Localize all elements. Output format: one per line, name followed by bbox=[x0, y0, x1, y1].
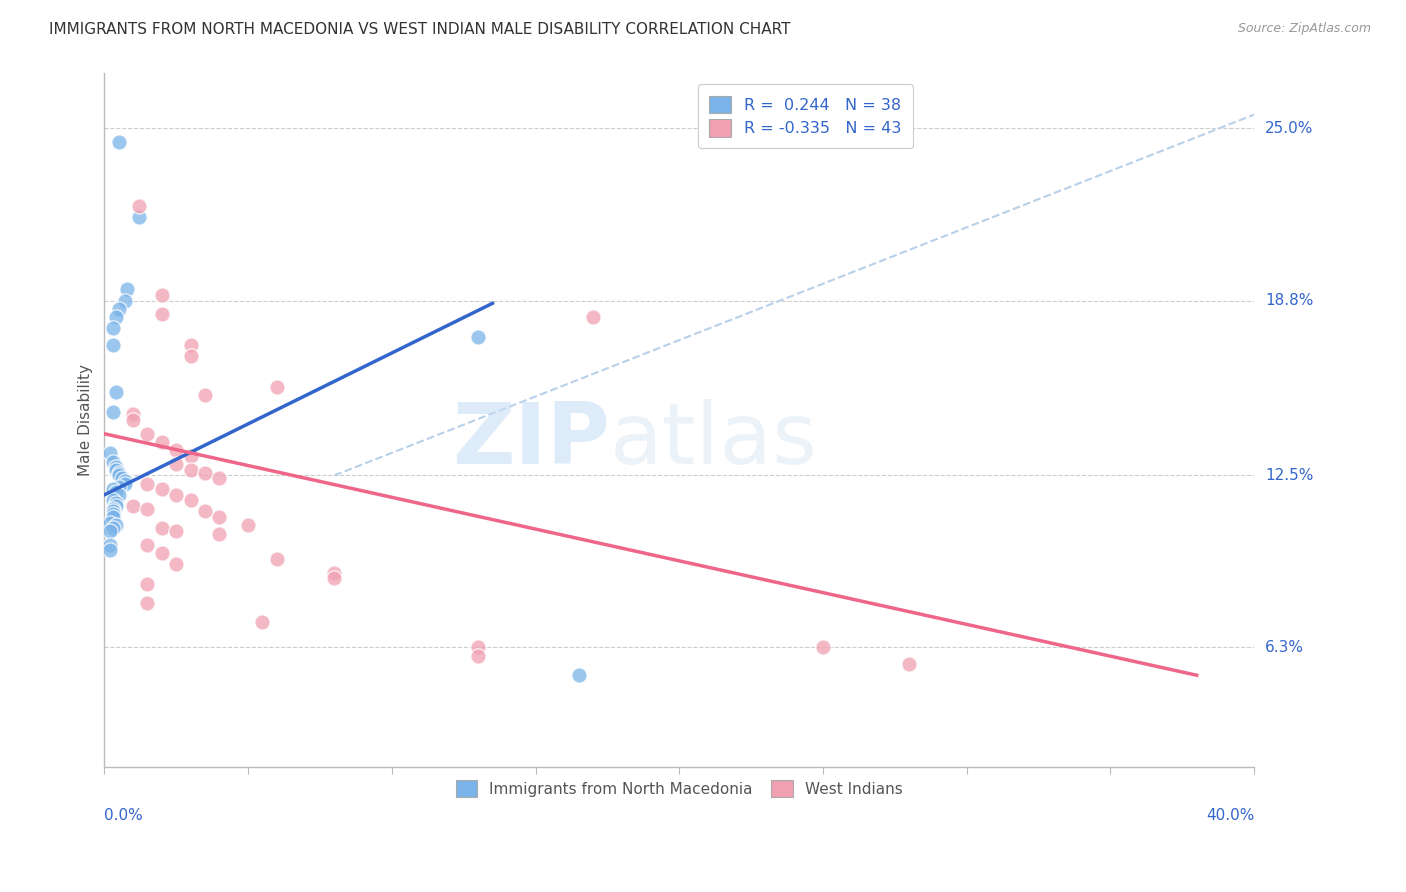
Text: ZIP: ZIP bbox=[453, 400, 610, 483]
Point bbox=[107, 466, 129, 480]
Text: 0.0%: 0.0% bbox=[104, 808, 143, 823]
Point bbox=[122, 413, 145, 427]
Point bbox=[104, 460, 127, 475]
Legend: Immigrants from North Macedonia, West Indians: Immigrants from North Macedonia, West In… bbox=[446, 770, 914, 808]
Point bbox=[122, 408, 145, 422]
Point bbox=[165, 458, 187, 472]
Point bbox=[128, 199, 150, 213]
Point bbox=[101, 338, 124, 352]
Point bbox=[101, 508, 124, 522]
Text: 6.3%: 6.3% bbox=[1265, 640, 1305, 655]
Point bbox=[107, 468, 129, 483]
Point bbox=[208, 526, 231, 541]
Point bbox=[114, 474, 136, 488]
Point bbox=[104, 499, 127, 513]
Point bbox=[101, 321, 124, 335]
Point bbox=[180, 338, 202, 352]
Y-axis label: Male Disability: Male Disability bbox=[79, 364, 93, 476]
Point bbox=[323, 566, 346, 580]
Point bbox=[898, 657, 921, 672]
Point bbox=[136, 426, 159, 441]
Point bbox=[150, 546, 173, 560]
Text: IMMIGRANTS FROM NORTH MACEDONIA VS WEST INDIAN MALE DISABILITY CORRELATION CHART: IMMIGRANTS FROM NORTH MACEDONIA VS WEST … bbox=[49, 22, 790, 37]
Point bbox=[165, 443, 187, 458]
Point bbox=[122, 499, 145, 513]
Point bbox=[136, 576, 159, 591]
Text: 18.8%: 18.8% bbox=[1265, 293, 1313, 308]
Point bbox=[208, 471, 231, 485]
Point bbox=[136, 501, 159, 516]
Point bbox=[582, 310, 605, 325]
Point bbox=[180, 349, 202, 363]
Point bbox=[180, 493, 202, 508]
Point bbox=[114, 293, 136, 308]
Point bbox=[236, 518, 259, 533]
Point bbox=[104, 485, 127, 500]
Point bbox=[252, 615, 274, 630]
Point bbox=[136, 476, 159, 491]
Point bbox=[150, 435, 173, 450]
Point bbox=[467, 648, 489, 663]
Point bbox=[150, 308, 173, 322]
Point bbox=[266, 379, 288, 393]
Point bbox=[150, 521, 173, 535]
Point bbox=[101, 493, 124, 508]
Point bbox=[111, 471, 134, 485]
Point bbox=[101, 504, 124, 518]
Point bbox=[98, 524, 121, 538]
Point bbox=[136, 538, 159, 552]
Point bbox=[165, 488, 187, 502]
Point bbox=[194, 504, 217, 518]
Point bbox=[104, 518, 127, 533]
Point bbox=[194, 466, 217, 480]
Point bbox=[266, 551, 288, 566]
Point bbox=[323, 571, 346, 585]
Point bbox=[208, 510, 231, 524]
Point bbox=[98, 543, 121, 558]
Point bbox=[101, 454, 124, 468]
Point bbox=[98, 516, 121, 530]
Point bbox=[194, 388, 217, 402]
Point bbox=[467, 329, 489, 343]
Point bbox=[467, 640, 489, 655]
Point bbox=[98, 446, 121, 460]
Point bbox=[150, 483, 173, 497]
Point bbox=[104, 310, 127, 325]
Text: atlas: atlas bbox=[610, 400, 818, 483]
Point bbox=[180, 463, 202, 477]
Point bbox=[117, 283, 139, 297]
Point bbox=[104, 385, 127, 400]
Point bbox=[128, 211, 150, 225]
Point bbox=[568, 668, 591, 682]
Point bbox=[101, 404, 124, 418]
Point bbox=[150, 288, 173, 302]
Text: 25.0%: 25.0% bbox=[1265, 121, 1313, 136]
Point bbox=[811, 640, 834, 655]
Text: 12.5%: 12.5% bbox=[1265, 468, 1313, 483]
Text: 40.0%: 40.0% bbox=[1206, 808, 1254, 823]
Point bbox=[101, 483, 124, 497]
Point bbox=[180, 449, 202, 463]
Point bbox=[107, 488, 129, 502]
Point bbox=[165, 524, 187, 538]
Point bbox=[165, 558, 187, 572]
Point bbox=[101, 510, 124, 524]
Point bbox=[107, 479, 129, 493]
Point bbox=[107, 301, 129, 316]
Point bbox=[98, 538, 121, 552]
Text: Source: ZipAtlas.com: Source: ZipAtlas.com bbox=[1237, 22, 1371, 36]
Point bbox=[104, 463, 127, 477]
Point bbox=[136, 596, 159, 610]
Point bbox=[101, 501, 124, 516]
Point bbox=[101, 521, 124, 535]
Point bbox=[114, 476, 136, 491]
Point bbox=[107, 136, 129, 150]
Point bbox=[104, 496, 127, 510]
